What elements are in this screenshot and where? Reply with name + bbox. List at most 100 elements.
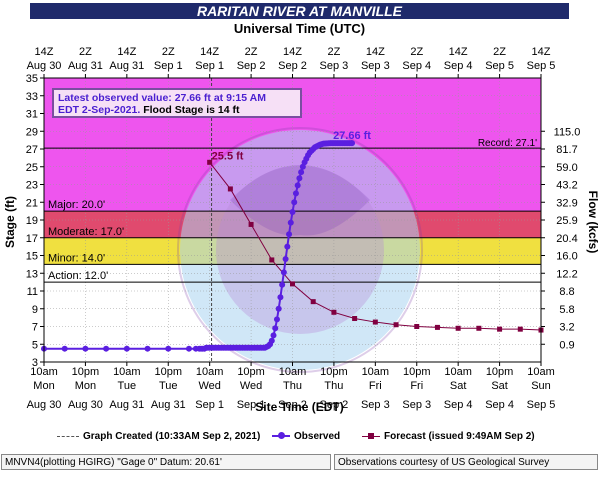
- left-tick-label: 33: [26, 91, 38, 103]
- observed-point: [349, 140, 356, 147]
- observed-point: [289, 209, 296, 216]
- bottom-tick-date: Sep 4: [444, 399, 473, 411]
- bottom-tick-day: Thu: [283, 380, 302, 392]
- datum-info: MNVN4(plotting HGIRG) "Gage 0" Datum: 20…: [1, 454, 331, 470]
- observed-point: [144, 345, 151, 352]
- bottom-tick-time: 10am: [362, 366, 390, 378]
- top-tick-time: 14Z: [366, 46, 385, 58]
- legend-observed: Observed: [272, 431, 340, 442]
- right-tick-label: 0.9: [559, 339, 574, 351]
- bottom-tick-date: Sep 4: [485, 399, 514, 411]
- top-tick-time: 2Z: [245, 46, 258, 58]
- left-tick-label: 5: [32, 339, 38, 351]
- bottom-tick-time: 10am: [279, 366, 307, 378]
- forecast-point: [207, 159, 213, 165]
- right-tick-label: 43.2: [556, 180, 577, 192]
- bottom-tick-time: 10pm: [237, 366, 265, 378]
- top-tick-time: 2Z: [327, 46, 340, 58]
- left-tick-label: 19: [26, 215, 38, 227]
- top-tick-time: 14Z: [449, 46, 468, 58]
- forecast-point: [476, 325, 482, 331]
- bottom-tick-date: Aug 31: [151, 399, 186, 411]
- top-axis-title: Universal Time (UTC): [233, 21, 366, 36]
- zone-label-action: Action: 12.0': [48, 270, 108, 282]
- bottom-tick-day: Wed: [240, 380, 262, 392]
- bottom-tick-date: Sep 2: [320, 399, 349, 411]
- observed-point: [277, 294, 284, 301]
- forecast-point: [517, 326, 523, 332]
- left-tick-label: 17: [26, 233, 38, 245]
- zone-label-major: Major: 20.0': [48, 199, 105, 211]
- left-tick-label: 7: [32, 322, 38, 334]
- observed-point: [103, 345, 110, 352]
- bottom-tick-day: Tue: [118, 380, 137, 392]
- observed-point: [275, 305, 282, 312]
- observed-point: [279, 281, 286, 288]
- bottom-tick-time: 10am: [527, 366, 555, 378]
- top-tick-time: 2Z: [410, 46, 423, 58]
- top-tick-date: Aug 31: [68, 60, 103, 72]
- bottom-tick-day: Sat: [450, 380, 467, 392]
- right-tick-label: 8.8: [559, 286, 574, 298]
- forecast-marker-icon: [362, 432, 380, 439]
- bottom-tick-day: Thu: [324, 380, 343, 392]
- observed-point: [280, 269, 287, 276]
- observed-point: [272, 325, 279, 332]
- latest-observation-box: Latest observed value: 27.66 ft at 9:15 …: [52, 88, 302, 118]
- bottom-tick-date: Sep 5: [527, 399, 556, 411]
- forecast-point: [269, 257, 275, 263]
- top-tick-time: 2Z: [162, 46, 175, 58]
- left-tick-label: 21: [26, 197, 38, 209]
- top-tick-date: Aug 31: [109, 60, 144, 72]
- forecast-point: [352, 316, 358, 322]
- observed-point: [185, 345, 192, 352]
- legend: Graph Created (10:33AM Sep 2, 2021) Obse…: [0, 429, 599, 445]
- bottom-tick-date: Aug 30: [27, 399, 62, 411]
- bottom-tick-time: 10pm: [154, 366, 182, 378]
- forecast-point: [248, 221, 254, 227]
- zone-label-moderate: Moderate: 17.0': [48, 226, 124, 238]
- forecast-point: [414, 324, 420, 329]
- top-tick-time: 14Z: [532, 46, 551, 58]
- bottom-tick-date: Sep 1: [237, 399, 266, 411]
- top-tick-date: Sep 1: [154, 60, 183, 72]
- observed-point: [286, 231, 293, 238]
- peak-labels: 27.66 ft 25.5 ft: [212, 130, 372, 162]
- bottom-tick-time: 10am: [444, 366, 472, 378]
- observed-peak-label: 27.66 ft: [333, 130, 371, 142]
- bottom-tick-date: Aug 30: [68, 399, 103, 411]
- bottom-tick-day: Wed: [198, 380, 220, 392]
- bottom-tick-date: Sep 3: [361, 399, 390, 411]
- bottom-tick-time: 10pm: [320, 366, 348, 378]
- observed-point: [291, 199, 298, 206]
- left-tick-label: 9: [32, 304, 38, 316]
- observed-point: [268, 337, 275, 344]
- latest-value-text: Latest observed value: 27.66 ft at 9:15 …: [58, 92, 266, 104]
- observed-point: [123, 345, 130, 352]
- observed-point: [165, 345, 172, 352]
- observed-point: [294, 182, 301, 189]
- observed-point: [298, 169, 305, 176]
- left-tick-label: 29: [26, 126, 38, 138]
- right-tick-label: 115.0: [554, 126, 581, 138]
- bottom-tick-time: 10pm: [486, 366, 514, 378]
- left-tick-label: 31: [26, 109, 38, 121]
- forecast-point: [290, 281, 295, 287]
- tick-labels: 3579111315171921232527293133350.93.25.88…: [26, 46, 581, 411]
- top-tick-time: 2Z: [79, 46, 92, 58]
- noaa-seal-watermark: [177, 127, 423, 373]
- observed-series: [41, 140, 356, 352]
- bottom-tick-date: Sep 1: [195, 399, 224, 411]
- bottom-tick-time: 10pm: [403, 366, 431, 378]
- latest-date-text: EDT 2-Sep-2021.: [58, 104, 141, 116]
- flood-stage-text: Flood Stage is 14 ft: [143, 104, 240, 116]
- left-tick-label: 35: [26, 73, 38, 85]
- forecast-point: [331, 309, 337, 315]
- top-tick-date: Sep 5: [485, 60, 514, 72]
- zone-label-minor: Minor: 14.0': [48, 252, 105, 264]
- bottom-tick-day: Mon: [33, 380, 54, 392]
- forecast-point: [372, 319, 378, 325]
- bottom-axis-title: Site Time (EDT): [255, 400, 344, 414]
- top-tick-time: 14Z: [283, 46, 302, 58]
